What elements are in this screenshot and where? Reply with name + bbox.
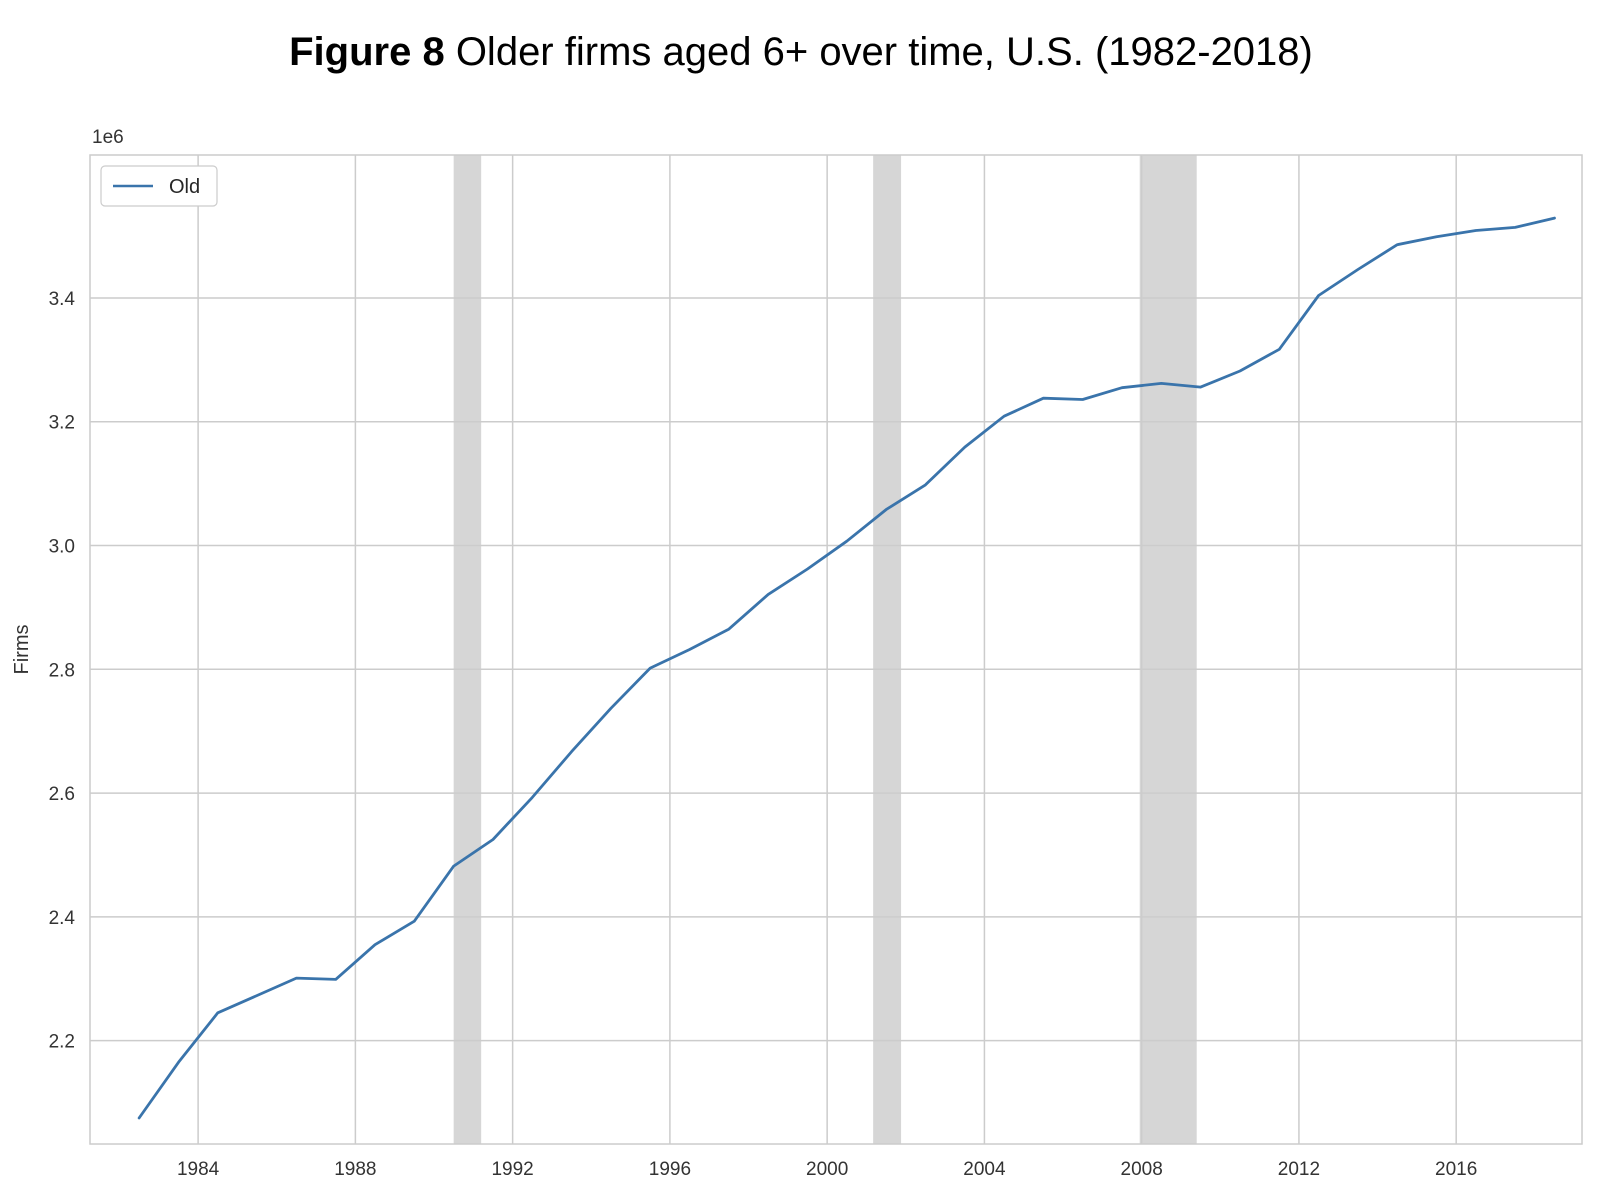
x-tick-label: 2008 — [1121, 1159, 1163, 1180]
recession-band-1 — [453, 155, 482, 1144]
x-tick-label: 2012 — [1278, 1159, 1320, 1180]
recession-band-2 — [873, 155, 902, 1144]
recession-shading — [453, 155, 1197, 1144]
plot-frame — [89, 154, 1583, 1145]
x-tick-label: 1992 — [491, 1159, 533, 1180]
y-tick-label: 2.4 — [49, 908, 76, 929]
y-tick-label: 3.0 — [49, 537, 75, 558]
y-tick-label: 3.4 — [49, 289, 76, 310]
x-tick-labels: 1984 1988 1992 1996 2000 2004 2008 2012 2016 — [177, 1159, 1477, 1180]
recession-band-3 — [1139, 155, 1197, 1144]
figure-title: Figure 8 Older firms aged 6+ over time, … — [0, 30, 1602, 75]
y-tick-label: 2.8 — [49, 660, 75, 681]
y-tick-label: 3.2 — [49, 413, 75, 434]
figure-title-text: Older firms aged 6+ over time, U.S. (198… — [444, 30, 1313, 74]
legend-box — [100, 165, 218, 207]
x-tick-label: 2016 — [1435, 1159, 1477, 1180]
x-tick-label: 1988 — [334, 1159, 376, 1180]
x-tick-label: 1984 — [177, 1159, 220, 1180]
grid-lines — [90, 155, 1582, 1144]
legend-label-old: Old — [169, 176, 200, 198]
x-tick-label: 2000 — [806, 1159, 848, 1180]
x-tick-label: 1996 — [649, 1159, 691, 1180]
figure-title-lead: Figure 8 — [289, 30, 445, 74]
legend: Old — [100, 165, 218, 207]
y-tick-labels: 2.2 2.4 2.6 2.8 3.0 3.2 3.4 — [49, 289, 76, 1053]
y-tick-label: 2.6 — [49, 784, 75, 805]
series-line-old — [137, 216, 1556, 1120]
y-tick-label: 2.2 — [49, 1032, 75, 1053]
series-lines — [137, 216, 1556, 1120]
y-axis-label: Firms — [11, 625, 33, 675]
x-tick-label: 2004 — [963, 1159, 1006, 1180]
y-offset-label: 1e6 — [92, 127, 124, 148]
